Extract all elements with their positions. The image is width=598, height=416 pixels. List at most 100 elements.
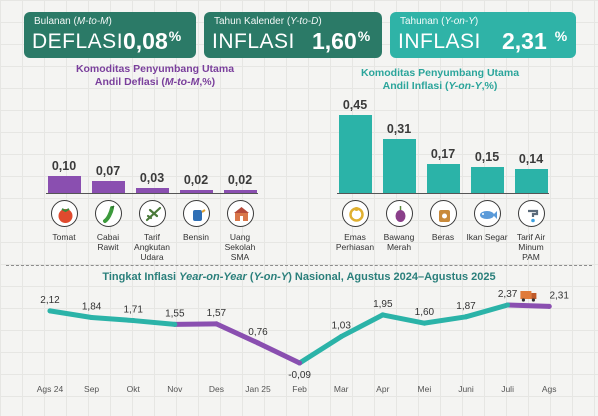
bar-2	[135, 187, 169, 193]
x-tick-label: Sep	[84, 384, 99, 394]
data-label: 1,57	[207, 308, 227, 319]
data-label: 1,95	[373, 299, 393, 310]
x-tick-label: Juni	[458, 384, 474, 394]
card-monthly-value: 0,08%	[123, 28, 182, 54]
category-label: Bensin	[183, 232, 209, 242]
category-label: Tarif Air Minum PAM	[516, 232, 546, 262]
card-ytd-inflation: Tahun Kalender (Y-to-D) INFLASI 1,60%	[204, 12, 382, 58]
data-label: 1,87	[456, 301, 476, 312]
bar-4	[223, 189, 257, 193]
line-segment	[421, 314, 469, 326]
bar-0	[338, 115, 372, 193]
data-label: -0,09	[288, 370, 311, 381]
fuel-nozzle-icon	[182, 200, 210, 227]
data-point	[338, 334, 344, 340]
deflation-chart-title: Komoditas Penyumbang Utama Andil Deflasi…	[75, 63, 235, 88]
x-tick-label: Ags	[542, 384, 557, 394]
x-tick-label: Nov	[167, 384, 183, 394]
card-ytd-caption: Tahun Kalender (Y-to-D)	[214, 16, 322, 27]
bar-baseline	[46, 193, 258, 194]
card-yoy-label: INFLASI	[398, 30, 481, 53]
bar-value-label: 0,14	[518, 151, 544, 166]
category-label: Uang Sekolah SMA	[224, 232, 256, 262]
data-label: 1,55	[165, 308, 185, 319]
bar-baseline	[337, 193, 549, 194]
inflation-chart-title: Komoditas Penyumbang Utama Andil Inflasi…	[360, 67, 520, 92]
data-point	[380, 312, 386, 318]
bar-1	[382, 139, 416, 193]
data-point	[172, 321, 178, 327]
line-segment	[47, 308, 95, 320]
card-ytd-value: 1,60%	[312, 28, 371, 54]
line-segment	[89, 314, 136, 324]
data-point	[89, 314, 95, 320]
category-label: Emas Perhiasan	[335, 232, 375, 252]
line-segment	[130, 318, 178, 327]
line-segment	[213, 321, 261, 346]
x-tick-label: Apr	[376, 384, 389, 394]
bar-value-label: 0,07	[95, 164, 121, 179]
x-tick-label: Jan 25	[245, 384, 271, 394]
delivery-truck-icon	[520, 291, 537, 302]
data-label: 1,60	[415, 307, 435, 318]
line-segment	[255, 340, 303, 366]
bar-value-label: 0,02	[227, 172, 253, 187]
category-label: Beras	[431, 232, 455, 242]
line-segment	[380, 312, 427, 326]
data-label: 1,71	[123, 305, 143, 316]
bar-value-label: 0,17	[430, 146, 456, 161]
data-label: 1,84	[82, 301, 102, 312]
card-monthly-deflation: Bulanan (M-to-M) DEFLASI 0,08%	[24, 12, 196, 58]
x-tick-label: Okt	[127, 384, 141, 394]
bar-value-label: 0,02	[183, 172, 209, 187]
data-point	[421, 320, 427, 326]
school-icon	[226, 200, 254, 227]
line-segment	[338, 312, 386, 340]
section-divider	[6, 265, 592, 266]
x-tick-label: Mar	[334, 384, 349, 394]
x-tick-label: Mei	[418, 384, 432, 394]
card-monthly-caption: Bulanan (M-to-M)	[34, 16, 112, 27]
data-label: 2,12	[40, 295, 60, 306]
x-tick-label: Des	[209, 384, 224, 394]
category-label: Tarif Angkutan Udara	[134, 232, 170, 262]
card-yoy-caption: Tahunan (Y-on-Y)	[400, 16, 479, 27]
x-tick-label: Feb	[292, 384, 307, 394]
category-label: Tomat	[52, 232, 76, 242]
fish-icon	[473, 200, 501, 227]
card-ytd-label: INFLASI	[212, 30, 295, 53]
data-point	[255, 340, 261, 346]
tomato-icon	[50, 200, 78, 227]
bar-value-label: 0,03	[139, 170, 165, 185]
bar-1	[91, 181, 125, 193]
bar-value-label: 0,15	[474, 150, 500, 164]
bar-3	[179, 189, 213, 193]
bar-3	[470, 167, 504, 193]
data-point	[47, 308, 53, 314]
card-yoy-inflation: Tahunan (Y-on-Y) INFLASI 2,31%	[390, 12, 576, 58]
data-label: 1,03	[331, 321, 351, 332]
data-point	[505, 302, 511, 308]
card-monthly-label: DEFLASI	[32, 30, 124, 53]
data-point	[130, 318, 136, 324]
x-tick-label: Juli	[501, 384, 514, 394]
category-label: Cabai Rawit	[96, 232, 120, 252]
line-segment	[297, 334, 344, 366]
shallot-icon	[385, 200, 413, 227]
category-label: Ikan Segar	[466, 232, 508, 242]
airplane-icon	[138, 200, 166, 227]
data-label: 2,31	[549, 290, 569, 301]
data-point	[213, 321, 219, 327]
rice-bag-icon	[429, 200, 457, 227]
card-yoy-value: 2,31%	[502, 28, 568, 54]
data-point	[297, 360, 303, 366]
water-tap-icon	[517, 200, 545, 227]
category-label: Bawang Merah	[383, 232, 415, 252]
jewelry-icon	[341, 200, 369, 227]
bar-value-label: 0,45	[342, 98, 368, 112]
data-point	[546, 303, 552, 309]
data-label: 2,37	[498, 289, 518, 300]
data-label: 0,76	[248, 327, 268, 338]
line-segment	[505, 302, 552, 309]
line-chart-title: Tingkat Inflasi Year-on-Year (Y-on-Y) Na…	[102, 271, 496, 283]
